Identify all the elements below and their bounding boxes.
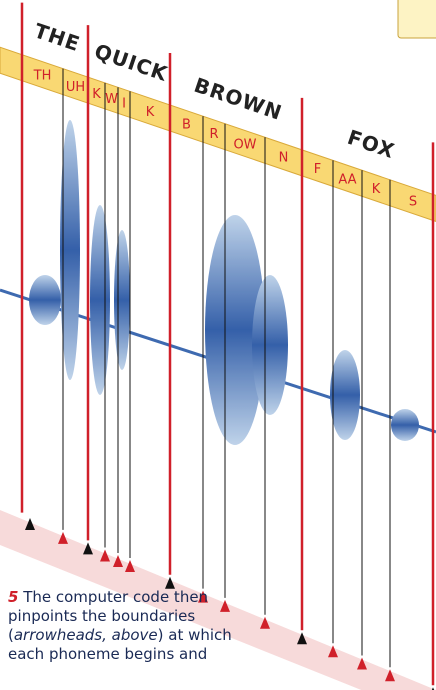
phoneme-label: UH — [66, 80, 85, 95]
phoneme-label: OW — [233, 138, 256, 153]
phoneme-label: B — [182, 118, 191, 133]
caption: 5 The computer code then pinpoints the b… — [8, 588, 244, 664]
phoneme-label: R — [209, 127, 218, 142]
caption-emphasis: arrowheads, above — [14, 626, 158, 644]
illustration: THEQUICKBROWNFOXTHUHKWIKBROWNFAAKS 5 The… — [0, 0, 436, 690]
phoneme-label: F — [314, 162, 321, 177]
phoneme-label: AA — [338, 172, 356, 187]
phoneme-label: K — [146, 105, 155, 120]
corner-box — [398, 0, 436, 38]
caption-number: 5 — [8, 588, 18, 606]
phoneme-label: W — [105, 92, 118, 107]
phoneme-label: K — [92, 87, 101, 102]
phoneme-label: N — [279, 151, 289, 166]
phoneme-label: K — [372, 182, 381, 197]
phoneme-label: S — [409, 195, 417, 210]
speech-diagram: THEQUICKBROWNFOXTHUHKWIKBROWNFAAKS — [0, 0, 436, 690]
phoneme-label: I — [122, 96, 126, 111]
phoneme-label: TH — [33, 69, 52, 84]
